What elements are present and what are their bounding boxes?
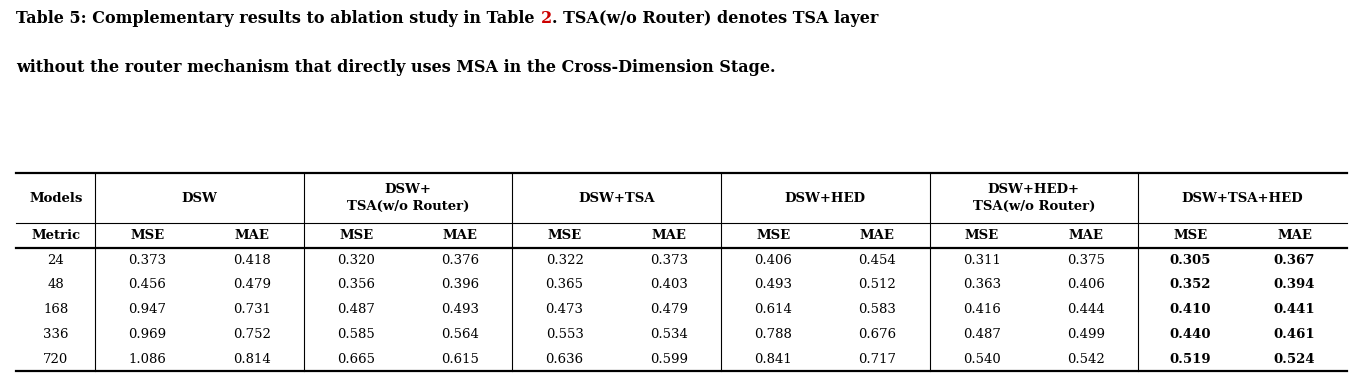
Text: 0.365: 0.365 bbox=[545, 278, 583, 291]
Text: without the router mechanism that directly uses MSA in the Cross-Dimension Stage: without the router mechanism that direct… bbox=[16, 59, 776, 76]
Text: 0.542: 0.542 bbox=[1067, 352, 1105, 366]
Text: 0.461: 0.461 bbox=[1273, 328, 1315, 341]
Text: 168: 168 bbox=[44, 303, 68, 316]
Text: 0.440: 0.440 bbox=[1169, 328, 1210, 341]
Text: 0.540: 0.540 bbox=[962, 352, 1000, 366]
Text: 24: 24 bbox=[48, 253, 64, 267]
Text: 0.519: 0.519 bbox=[1169, 352, 1212, 366]
Text: DSW+HED: DSW+HED bbox=[785, 192, 866, 205]
Text: 0.367: 0.367 bbox=[1274, 253, 1315, 267]
Text: 0.322: 0.322 bbox=[545, 253, 583, 267]
Text: . TSA(w/o Router) denotes TSA layer: . TSA(w/o Router) denotes TSA layer bbox=[552, 10, 878, 27]
Text: DSW+TSA+HED: DSW+TSA+HED bbox=[1182, 192, 1303, 205]
Text: 720: 720 bbox=[44, 352, 68, 366]
Text: 0.416: 0.416 bbox=[962, 303, 1000, 316]
Text: 0.493: 0.493 bbox=[754, 278, 792, 291]
Text: 0.947: 0.947 bbox=[128, 303, 166, 316]
Text: 0.473: 0.473 bbox=[545, 303, 583, 316]
Text: DSW+HED+
TSA(w/o Router): DSW+HED+ TSA(w/o Router) bbox=[973, 183, 1094, 213]
Text: 0.676: 0.676 bbox=[859, 328, 897, 341]
Text: 0.396: 0.396 bbox=[442, 278, 480, 291]
Text: 0.479: 0.479 bbox=[233, 278, 271, 291]
Text: Table 5: Complementary results to ablation study in Table: Table 5: Complementary results to ablati… bbox=[16, 10, 541, 27]
Text: 2: 2 bbox=[541, 10, 552, 27]
Text: 0.585: 0.585 bbox=[337, 328, 375, 341]
Text: 1.086: 1.086 bbox=[128, 352, 166, 366]
Text: DSW+TSA: DSW+TSA bbox=[578, 192, 656, 205]
Text: 0.356: 0.356 bbox=[337, 278, 375, 291]
Text: 0.636: 0.636 bbox=[545, 352, 583, 366]
Text: Models: Models bbox=[29, 192, 83, 205]
Text: 0.487: 0.487 bbox=[337, 303, 375, 316]
Text: 0.487: 0.487 bbox=[962, 328, 1000, 341]
Text: 0.406: 0.406 bbox=[1067, 278, 1105, 291]
Text: 0.512: 0.512 bbox=[859, 278, 897, 291]
Text: MAE: MAE bbox=[1277, 229, 1313, 242]
Text: MAE: MAE bbox=[860, 229, 895, 242]
Text: 0.841: 0.841 bbox=[754, 352, 792, 366]
Text: 0.454: 0.454 bbox=[859, 253, 897, 267]
Text: 0.731: 0.731 bbox=[233, 303, 271, 316]
Text: 48: 48 bbox=[48, 278, 64, 291]
Text: Metric: Metric bbox=[31, 229, 80, 242]
Text: MAE: MAE bbox=[443, 229, 478, 242]
Text: 0.534: 0.534 bbox=[650, 328, 688, 341]
Text: MSE: MSE bbox=[548, 229, 582, 242]
Text: 0.403: 0.403 bbox=[650, 278, 688, 291]
Text: 0.524: 0.524 bbox=[1273, 352, 1315, 366]
Text: MSE: MSE bbox=[1174, 229, 1208, 242]
Text: 0.479: 0.479 bbox=[650, 303, 688, 316]
Text: 0.373: 0.373 bbox=[128, 253, 166, 267]
Text: MAE: MAE bbox=[1069, 229, 1104, 242]
Text: DSW+
TSA(w/o Router): DSW+ TSA(w/o Router) bbox=[348, 183, 469, 213]
Text: 0.394: 0.394 bbox=[1274, 278, 1315, 291]
Text: 0.375: 0.375 bbox=[1067, 253, 1105, 267]
Text: 0.418: 0.418 bbox=[233, 253, 271, 267]
Text: 0.406: 0.406 bbox=[754, 253, 792, 267]
Text: 0.599: 0.599 bbox=[650, 352, 688, 366]
Text: 0.564: 0.564 bbox=[442, 328, 480, 341]
Text: 0.665: 0.665 bbox=[337, 352, 375, 366]
Text: MAE: MAE bbox=[652, 229, 687, 242]
Text: 0.752: 0.752 bbox=[233, 328, 271, 341]
Text: 0.499: 0.499 bbox=[1067, 328, 1105, 341]
Text: 0.444: 0.444 bbox=[1067, 303, 1105, 316]
Text: 0.320: 0.320 bbox=[337, 253, 375, 267]
Text: 0.717: 0.717 bbox=[859, 352, 897, 366]
Text: 0.969: 0.969 bbox=[128, 328, 166, 341]
Text: MSE: MSE bbox=[965, 229, 999, 242]
Text: 0.583: 0.583 bbox=[859, 303, 897, 316]
Text: MSE: MSE bbox=[339, 229, 373, 242]
Text: 0.373: 0.373 bbox=[650, 253, 688, 267]
Text: 0.441: 0.441 bbox=[1273, 303, 1315, 316]
Text: 0.493: 0.493 bbox=[442, 303, 480, 316]
Text: 0.352: 0.352 bbox=[1169, 278, 1210, 291]
Text: 0.410: 0.410 bbox=[1169, 303, 1210, 316]
Text: 0.305: 0.305 bbox=[1169, 253, 1210, 267]
Text: 0.363: 0.363 bbox=[962, 278, 1000, 291]
Text: 0.553: 0.553 bbox=[545, 328, 583, 341]
Text: MSE: MSE bbox=[756, 229, 791, 242]
Text: 336: 336 bbox=[44, 328, 68, 341]
Text: 0.456: 0.456 bbox=[128, 278, 166, 291]
Text: 0.814: 0.814 bbox=[233, 352, 271, 366]
Text: MSE: MSE bbox=[131, 229, 165, 242]
Text: 0.615: 0.615 bbox=[442, 352, 480, 366]
Text: 0.311: 0.311 bbox=[962, 253, 1000, 267]
Text: 0.614: 0.614 bbox=[754, 303, 792, 316]
Text: MAE: MAE bbox=[234, 229, 270, 242]
Text: DSW: DSW bbox=[181, 192, 218, 205]
Text: 0.376: 0.376 bbox=[442, 253, 480, 267]
Text: 0.788: 0.788 bbox=[754, 328, 792, 341]
